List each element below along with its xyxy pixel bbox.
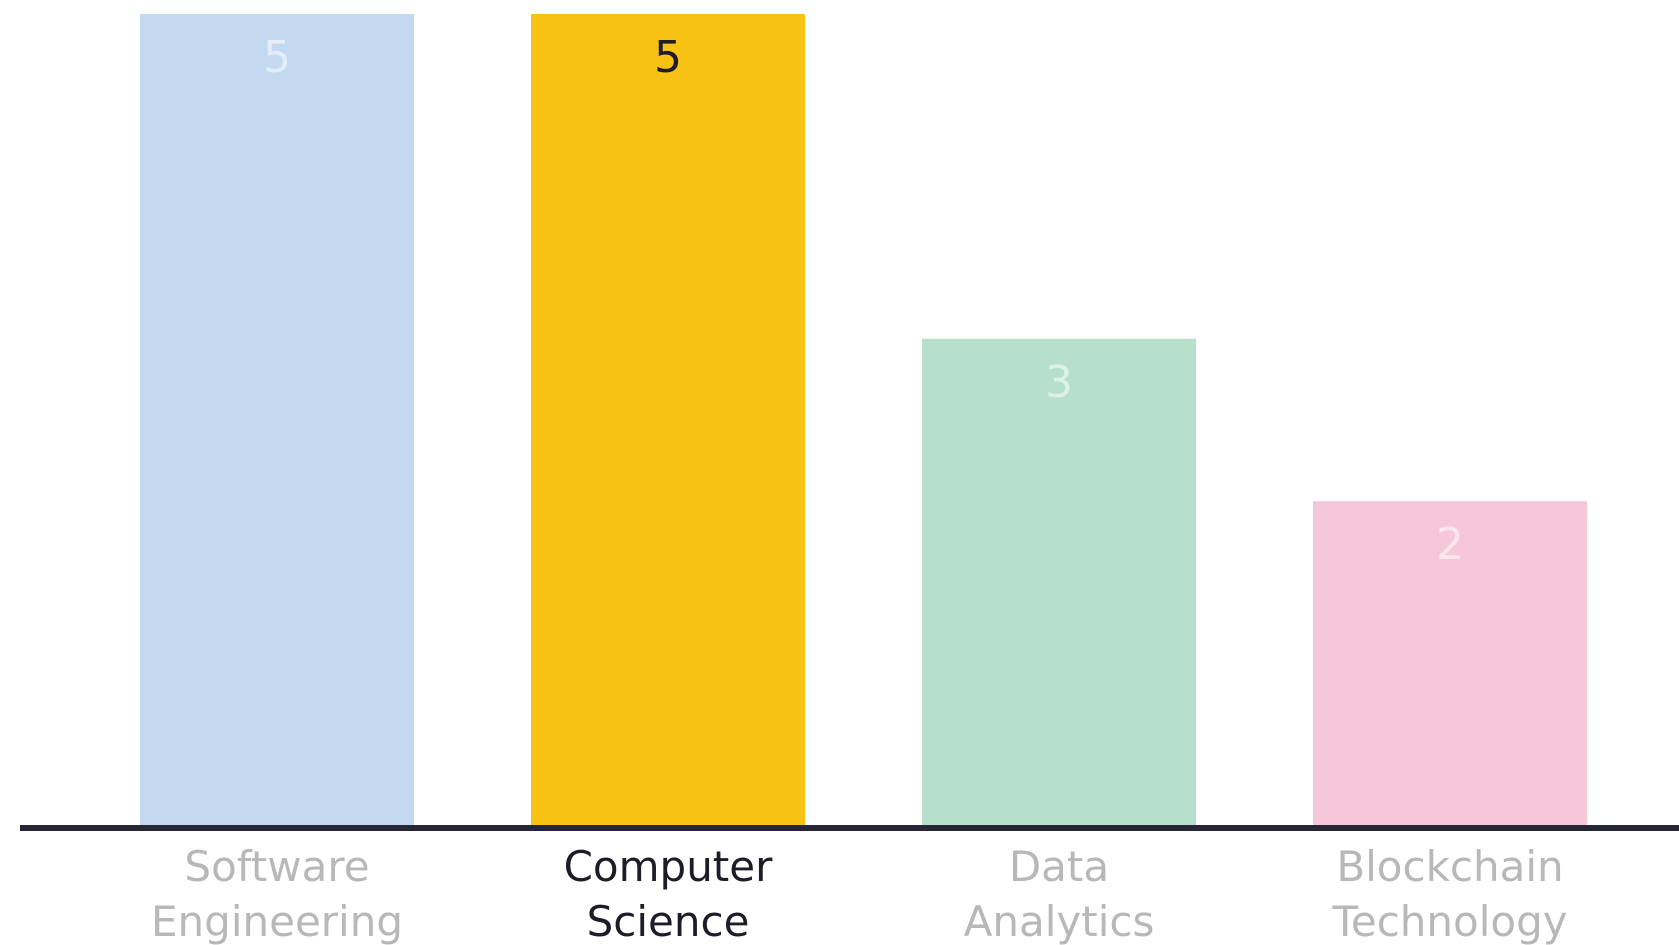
x-tick-label-line: Engineering xyxy=(151,897,403,945)
x-tick-label-line: Software xyxy=(184,842,369,891)
value-labels-layer: 5 5 3 2 xyxy=(263,32,1464,570)
x-tick-label-line: Data xyxy=(1009,842,1109,891)
x-tick-label-line: Analytics xyxy=(964,897,1155,945)
x-tick-label-line: Science xyxy=(587,897,750,945)
x-tick-label-line: Computer xyxy=(564,842,774,891)
bar-value-label: 3 xyxy=(1045,357,1073,408)
x-tick-label: Computer Science xyxy=(564,842,774,945)
bar-value-label: 5 xyxy=(263,32,291,83)
x-tick-label: Blockchain Technology xyxy=(1331,842,1567,945)
bars-layer xyxy=(140,14,1587,826)
bar-value-label: 5 xyxy=(654,32,682,83)
bar-1 xyxy=(140,14,414,826)
x-tick-label: Software Engineering xyxy=(151,842,403,945)
x-tick-label: Data Analytics xyxy=(964,842,1155,945)
x-tick-labels-layer: Software Engineering Computer Science Data An… xyxy=(151,842,1568,945)
x-tick-label-line: Blockchain xyxy=(1336,842,1563,891)
bar-3 xyxy=(922,338,1196,826)
bar-value-label: 2 xyxy=(1436,519,1464,570)
bar-4 xyxy=(1313,501,1587,826)
x-tick-label-line: Technology xyxy=(1331,897,1567,945)
bar-2 xyxy=(531,14,805,826)
